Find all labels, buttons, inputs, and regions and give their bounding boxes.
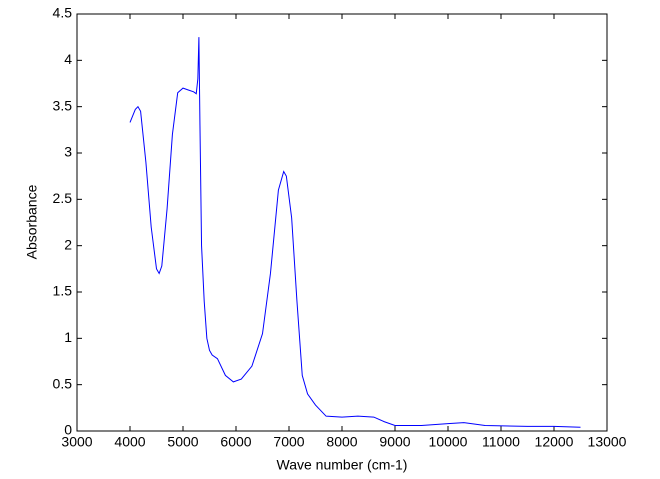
x-tick-label: 11000 [482, 434, 520, 450]
x-tick-label: 12000 [535, 434, 574, 450]
x-tick-label: 9000 [379, 434, 410, 450]
x-tick-label: 3000 [61, 434, 92, 450]
x-tick-label: 7000 [273, 434, 304, 450]
y-tick-label: 4.5 [53, 5, 73, 21]
y-tick-label: 0 [64, 422, 72, 438]
x-tick-label: 4000 [114, 434, 145, 450]
x-axis-label: Wave number (cm-1) [277, 457, 408, 473]
y-tick-label: 3 [64, 144, 72, 160]
y-axis-label: Absorbance [24, 184, 40, 259]
x-tick-label: 10000 [429, 434, 468, 450]
y-tick-label: 2 [64, 236, 72, 252]
plot-frame [76, 13, 608, 432]
x-tick-label: 5000 [167, 434, 198, 450]
y-tick-label: 0.5 [53, 375, 73, 391]
x-tick-label: 13000 [588, 434, 627, 450]
y-tick-label: 1 [64, 329, 72, 345]
y-tick-label: 3.5 [53, 97, 73, 113]
data-line [129, 37, 581, 428]
y-tick-label: 2.5 [53, 190, 73, 206]
y-tick-label: 4 [64, 51, 72, 67]
x-tick-label: 6000 [220, 434, 251, 450]
x-tick-label: 8000 [326, 434, 357, 450]
y-tick-label: 1.5 [53, 283, 73, 299]
